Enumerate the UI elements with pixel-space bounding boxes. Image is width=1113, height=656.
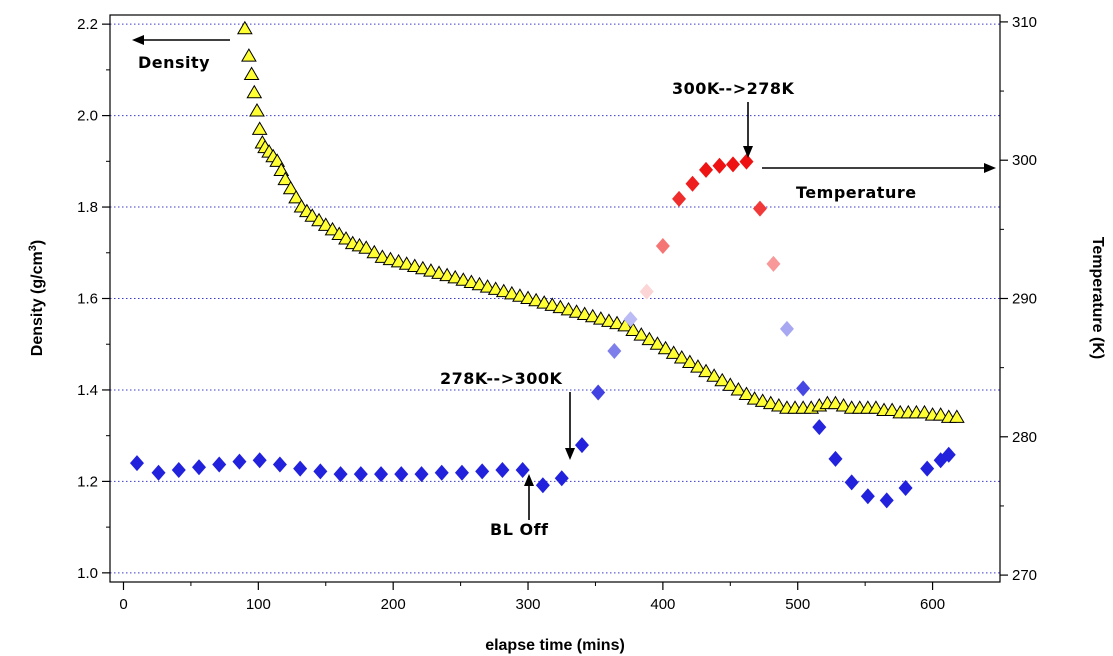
temperature-point xyxy=(516,462,530,478)
x-tick-label: 200 xyxy=(381,596,406,613)
y-tick-label: 1.8 xyxy=(77,199,98,216)
density-arrow-label: Density xyxy=(138,53,210,72)
y-tick-label: 1.2 xyxy=(77,473,98,490)
density-point xyxy=(242,49,256,61)
x-tick-label: 500 xyxy=(785,596,810,613)
temperature-point xyxy=(739,154,753,170)
temperature-point xyxy=(435,465,449,481)
temperature-point xyxy=(713,158,727,174)
axis-ticks: 0 100 200 300 400 500 600 1.0 1.2 1.4 1.6 1.8 2.0 2.2… xyxy=(77,14,1037,613)
x-tick-label: 0 xyxy=(119,596,127,613)
temperature-point xyxy=(293,461,307,477)
temperature-point xyxy=(780,321,794,337)
y-tick-label: 1.0 xyxy=(77,565,98,582)
temperature-point xyxy=(475,463,489,479)
density-arrow-head xyxy=(132,35,144,45)
density-point xyxy=(253,122,267,134)
temperature-point xyxy=(920,461,934,477)
y2-tick-label: 290 xyxy=(1012,291,1037,308)
temperature-point xyxy=(354,466,368,482)
temperature-point xyxy=(536,477,550,493)
y2-tick-label: 300 xyxy=(1012,152,1037,169)
y-axis-title: Density (g/cm3) xyxy=(27,240,46,356)
density-point xyxy=(247,86,261,98)
cool-down-label: 300K-->278K xyxy=(672,79,794,98)
temperature-point xyxy=(845,474,859,490)
y-axis-title-main: Density (g/cm xyxy=(29,251,46,356)
temperature-point xyxy=(672,191,686,207)
series-markers xyxy=(130,22,964,509)
temperature-point xyxy=(212,456,226,472)
temperature-point xyxy=(640,284,654,300)
temperature-point xyxy=(394,466,408,482)
y-tick-label: 2.0 xyxy=(77,108,98,125)
y-tick-label: 1.4 xyxy=(77,382,98,399)
temperature-point xyxy=(575,437,589,453)
y2-tick-label: 310 xyxy=(1012,14,1037,31)
x-tick-label: 600 xyxy=(920,596,945,613)
heat-up-arrow-head xyxy=(565,448,575,460)
temperature-point xyxy=(273,456,287,472)
heat-up-annotation: 278K-->300K xyxy=(440,369,575,460)
density-point xyxy=(250,104,264,116)
temperature-point xyxy=(726,156,740,172)
temperature-point xyxy=(253,452,267,468)
temperature-point xyxy=(656,238,670,254)
y-axis-title-close: ) xyxy=(29,240,46,245)
y-tick-label: 2.2 xyxy=(77,16,98,33)
temperature-point xyxy=(334,466,348,482)
x-tick-label: 100 xyxy=(246,596,271,613)
temperature-point xyxy=(899,480,913,496)
temperature-point xyxy=(455,465,469,481)
temperature-point xyxy=(699,162,713,178)
temperature-point xyxy=(374,466,388,482)
temperature-point xyxy=(880,492,894,508)
temperature-point xyxy=(172,462,186,478)
bl-off-label: BL Off xyxy=(490,520,549,539)
y2-axis-title: Temperature (K) xyxy=(1089,237,1106,359)
temperature-point xyxy=(313,463,327,479)
temperature-point xyxy=(495,462,509,478)
x-tick-label: 300 xyxy=(516,596,541,613)
bl-off-arrow-head xyxy=(524,474,534,486)
temperature-point xyxy=(607,343,621,359)
cool-down-annotation: 300K-->278K xyxy=(672,79,794,158)
temperature-arrow-label: Temperature xyxy=(796,183,917,202)
temperature-point xyxy=(130,455,144,471)
density-point xyxy=(245,67,259,79)
temperature-point xyxy=(861,488,875,504)
temperature-point xyxy=(591,385,605,401)
temperature-arrow-head xyxy=(984,163,996,173)
temperature-point xyxy=(555,470,569,486)
temperature-point xyxy=(766,256,780,272)
temperature-point xyxy=(753,201,767,217)
temperature-point xyxy=(686,176,700,192)
temperature-annotation: Temperature xyxy=(762,163,996,202)
temperature-point xyxy=(796,380,810,396)
temperature-point xyxy=(828,451,842,467)
temperature-point xyxy=(812,419,826,435)
temperature-point xyxy=(232,454,246,470)
y2-tick-label: 270 xyxy=(1012,567,1037,584)
density-point xyxy=(238,22,252,34)
y2-tick-label: 280 xyxy=(1012,429,1037,446)
y-tick-label: 1.6 xyxy=(77,291,98,308)
heat-up-label: 278K-->300K xyxy=(440,369,562,388)
x-tick-label: 400 xyxy=(650,596,675,613)
temperature-point xyxy=(192,459,206,475)
temperature-point xyxy=(415,466,429,482)
temperature-point xyxy=(152,465,166,481)
density-annotation: Density xyxy=(132,35,230,72)
x-axis-title: elapse time (mins) xyxy=(485,637,625,654)
